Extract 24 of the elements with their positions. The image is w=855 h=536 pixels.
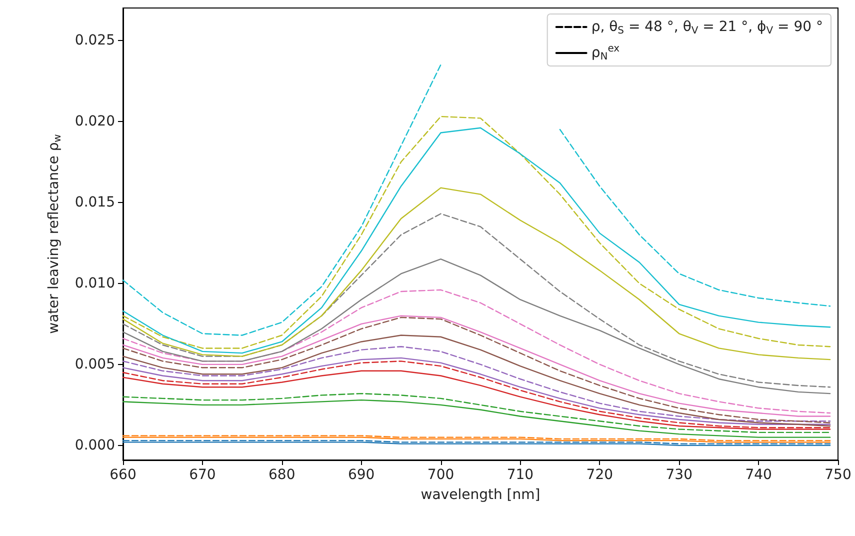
x-tick-label: 750 [824,467,852,483]
y-tick-label: 0.005 [74,356,115,372]
x-tick-label: 700 [427,467,454,483]
y-axis-title: water leaving reflectance ρw [46,134,64,334]
x-tick-label: 680 [268,467,296,483]
line-series [122,334,831,427]
y-tick-label: 0.020 [74,113,115,130]
x-axis-title: wavelength [nm] [420,487,540,503]
line-series [122,289,831,414]
line-series [122,187,831,360]
y-tick-label: 0.025 [74,32,115,48]
line-series [122,392,831,434]
x-tick-label: 690 [348,467,375,483]
y-tick-label: 0.010 [74,275,115,292]
y-tick-label: 0.015 [74,194,115,210]
x-tick-label: 710 [506,467,534,483]
x-tick-label: 730 [666,467,692,483]
line-series [122,399,831,438]
line-series [122,346,831,422]
x-tick-label: 720 [586,467,614,483]
x-tick-label: 740 [745,467,772,483]
y-tick-label: 0.000 [74,437,115,454]
x-tick-label: 670 [189,467,216,483]
x-tick-label: 660 [110,467,136,483]
